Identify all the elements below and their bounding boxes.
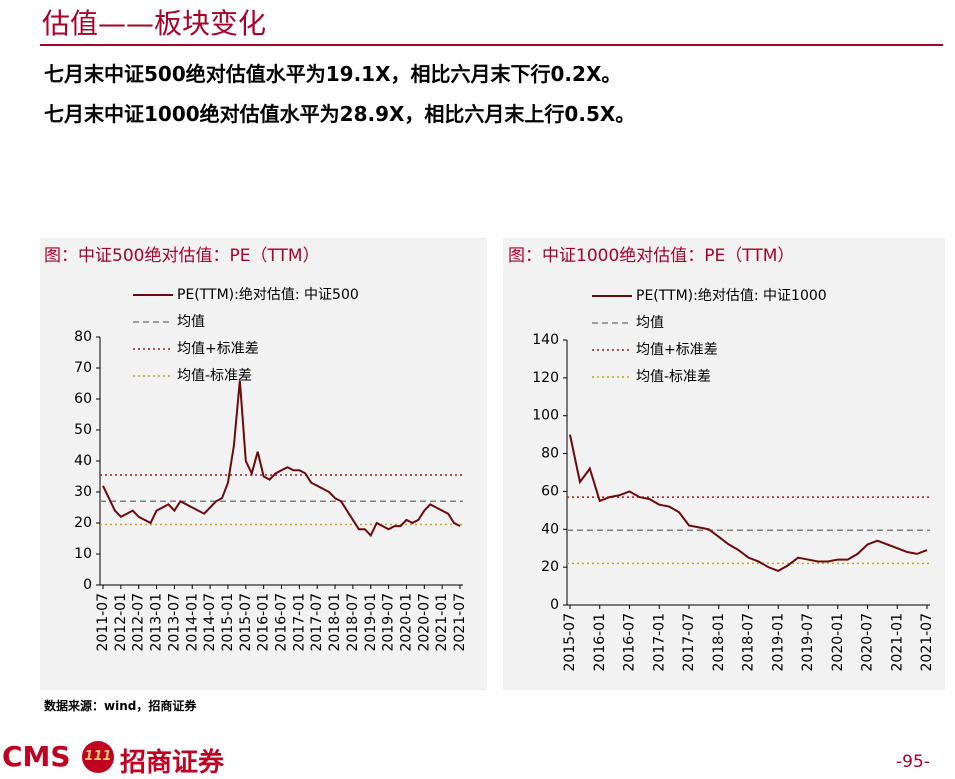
x-tick-label: 2019-07 [800, 613, 816, 672]
y-tick-label: 80 [541, 446, 559, 462]
y-tick-label: 10 [74, 546, 92, 562]
data-line [569, 434, 928, 573]
legend-label: 均值 [177, 314, 205, 330]
slide-title: 估值——板块变化 [42, 7, 267, 40]
page-number: -95- [896, 752, 930, 772]
legend-label: 均值 [636, 315, 664, 331]
company-name: 招商证券 [120, 748, 225, 778]
x-tick-label: 2011-07 [95, 593, 111, 652]
x-tick-label: 2017-01 [291, 593, 307, 652]
x-tick-label: 2019-01 [770, 613, 786, 672]
x-tick-label: 2019-07 [381, 593, 397, 652]
legend-label: 均值-标准差 [636, 369, 711, 385]
x-tick-label: 2016-01 [256, 593, 272, 652]
y-tick-label: 50 [74, 422, 92, 438]
logo-text: CMS [2, 740, 71, 773]
x-tick-label: 2016-07 [274, 593, 290, 652]
x-tick-label: 2019-01 [363, 593, 379, 652]
y-tick-label: 70 [74, 360, 92, 376]
x-tick-label: 2014-01 [184, 593, 200, 652]
x-tick-label: 2018-01 [711, 613, 727, 672]
legend-label: 均值-标准差 [177, 368, 252, 384]
x-tick-label: 2016-07 [622, 613, 638, 672]
x-tick-label: 2020-01 [398, 593, 414, 652]
x-tick-label: 2012-01 [113, 593, 129, 652]
y-tick-label: 80 [74, 329, 92, 345]
y-tick-label: 40 [541, 521, 559, 537]
y-tick-label: 20 [74, 515, 92, 531]
x-tick-label: 2016-01 [592, 613, 608, 672]
chart-title: 图：中证1000绝对估值：PE（TTM） [508, 246, 794, 266]
y-tick-label: 140 [532, 332, 559, 348]
title-rule [40, 44, 943, 46]
x-tick-label: 2015-07 [562, 613, 578, 672]
x-tick-label: 2017-07 [309, 593, 325, 652]
y-tick-label: 0 [83, 577, 92, 593]
x-tick-label: 2017-01 [651, 613, 667, 672]
y-tick-label: 20 [541, 559, 559, 575]
y-tick-label: 60 [541, 483, 559, 499]
legend-label: PE(TTM):绝对估值: 中证1000 [636, 288, 827, 304]
x-tick-label: 2018-07 [345, 593, 361, 652]
x-tick-label: 2018-01 [327, 593, 343, 652]
source-note: 数据来源：wind，招商证券 [44, 699, 197, 713]
x-tick-label: 2015-01 [220, 593, 236, 652]
chart-title: 图：中证500绝对估值：PE（TTM） [44, 246, 320, 266]
y-tick-label: 100 [532, 408, 559, 424]
y-tick-label: 0 [550, 597, 559, 613]
x-tick-label: 2014-07 [202, 593, 218, 652]
x-tick-label: 2013-07 [166, 593, 182, 652]
x-tick-label: 2020-07 [416, 593, 432, 652]
x-tick-label: 2012-07 [131, 593, 147, 652]
x-tick-label: 2015-07 [238, 593, 254, 652]
legend-label: PE(TTM):绝对估值: 中证500 [177, 287, 359, 303]
x-tick-label: 2021-07 [452, 593, 468, 652]
y-tick-label: 120 [532, 370, 559, 386]
y-tick-label: 40 [74, 453, 92, 469]
bullet-line: 七月末中证1000绝对估值水平为28.9X，相比六月末上行0.5X。 [44, 102, 636, 126]
x-tick-label: 2013-01 [149, 593, 165, 652]
x-tick-label: 2017-07 [681, 613, 697, 672]
chart-panel [40, 238, 487, 690]
x-tick-label: 2020-01 [830, 613, 846, 672]
legend-label: 均值+标准差 [636, 342, 718, 358]
x-tick-label: 2020-07 [860, 613, 876, 672]
x-tick-label: 2018-07 [741, 613, 757, 672]
x-tick-label: 2021-01 [434, 593, 450, 652]
x-tick-label: 2021-07 [919, 613, 935, 672]
y-tick-label: 30 [74, 484, 92, 500]
x-tick-label: 2021-01 [889, 613, 905, 672]
logo-badge: 111 [82, 741, 114, 773]
data-line [102, 380, 461, 538]
bullet-line: 七月末中证500绝对估值水平为19.1X，相比六月末下行0.2X。 [44, 62, 622, 86]
legend-label: 均值+标准差 [177, 341, 259, 357]
y-tick-label: 60 [74, 391, 92, 407]
